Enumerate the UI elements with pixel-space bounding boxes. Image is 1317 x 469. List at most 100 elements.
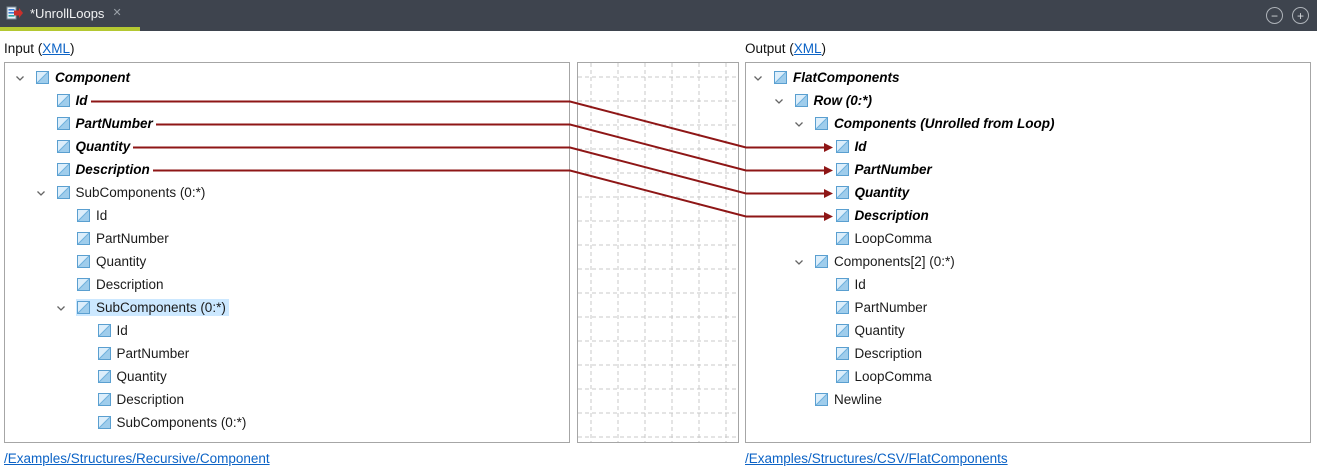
tree-node[interactable]: PartNumber — [5, 112, 569, 135]
input-xml-link[interactable]: XML — [42, 41, 71, 56]
row-content: FlatComponents — [773, 69, 903, 86]
node-label: Row (0:*) — [813, 93, 873, 108]
tree-node[interactable]: Description — [746, 204, 1310, 227]
node-label: Description — [854, 208, 929, 223]
tab-unrollloops[interactable]: *UnrollLoops ✕ — [0, 0, 140, 31]
node-label: Description — [854, 346, 923, 361]
row-content: Components[2] (0:*) — [814, 253, 958, 270]
row-content: LoopComma — [835, 368, 935, 385]
tree-node[interactable]: PartNumber — [5, 227, 569, 250]
tree-node[interactable]: Id — [746, 135, 1310, 158]
expander-spacer — [77, 392, 97, 408]
node-label: Id — [75, 93, 88, 108]
xml-element-icon — [835, 301, 849, 314]
tree-node[interactable]: LoopComma — [746, 227, 1310, 250]
expander-spacer — [815, 346, 835, 362]
expander-spacer — [815, 277, 835, 293]
input-schema-path-link[interactable]: /Examples/Structures/Recursive/Component — [4, 451, 270, 466]
tree-node[interactable]: LoopComma — [746, 365, 1310, 388]
chevron-down-icon[interactable] — [774, 93, 794, 109]
expander-spacer — [815, 185, 835, 201]
node-label: Id — [854, 277, 866, 292]
node-label: FlatComponents — [793, 70, 900, 85]
tree-node[interactable]: SubComponents (0:*) — [5, 296, 569, 319]
xml-element-icon — [97, 347, 111, 360]
row-content: Newline — [814, 391, 885, 408]
tree-node[interactable]: Quantity — [5, 250, 569, 273]
node-label: Id — [854, 139, 867, 154]
tree-node[interactable]: Id — [746, 273, 1310, 296]
tree-node[interactable]: Description — [746, 342, 1310, 365]
tree-node[interactable]: Description — [5, 158, 569, 181]
tree-node[interactable]: Id — [5, 89, 569, 112]
output-schema-path-link[interactable]: /Examples/Structures/CSV/FlatComponents — [745, 451, 1008, 466]
node-label: Description — [96, 277, 164, 292]
row-content: Description — [835, 207, 932, 224]
tree-node[interactable]: Quantity — [746, 181, 1310, 204]
tree-node[interactable]: Quantity — [746, 319, 1310, 342]
output-header-close-paren: ) — [821, 41, 827, 56]
chevron-down-icon[interactable] — [56, 300, 76, 316]
tree-node[interactable]: SubComponents (0:*) — [5, 181, 569, 204]
expander-spacer — [815, 369, 835, 385]
row-content: Quantity — [97, 368, 170, 385]
row-content: Id — [97, 322, 131, 339]
xml-element-icon — [835, 186, 849, 199]
zoom-in-button[interactable]: + — [1292, 7, 1309, 24]
expander-spacer — [56, 254, 76, 270]
expander-spacer — [36, 116, 56, 132]
input-schema-tree: Component Id PartNumber Quantity Description… — [4, 62, 570, 443]
tree-node[interactable]: Component — [5, 66, 569, 89]
row-content: Quantity — [835, 322, 908, 339]
zoom-out-button[interactable]: − — [1266, 7, 1283, 24]
tree-node[interactable]: Row (0:*) — [746, 89, 1310, 112]
tab-close-icon[interactable]: ✕ — [112, 7, 122, 19]
xml-element-icon — [36, 71, 49, 84]
tree-node[interactable]: Components (Unrolled from Loop) — [746, 112, 1310, 135]
node-label: SubComponents (0:*) — [96, 300, 226, 315]
output-xml-link[interactable]: XML — [793, 41, 822, 56]
expander-spacer — [815, 323, 835, 339]
expander-spacer — [77, 369, 97, 385]
xml-element-icon — [97, 416, 111, 429]
xml-element-icon — [794, 94, 808, 107]
tree-node[interactable]: PartNumber — [746, 158, 1310, 181]
chevron-down-icon[interactable] — [15, 70, 35, 86]
expander-spacer — [815, 139, 835, 155]
xml-element-icon — [835, 140, 849, 153]
chevron-down-icon[interactable] — [794, 116, 814, 132]
row-content: LoopComma — [835, 230, 935, 247]
xml-element-icon — [815, 117, 828, 130]
node-label: PartNumber — [75, 116, 153, 131]
tree-node[interactable]: FlatComponents — [746, 66, 1310, 89]
expander-spacer — [56, 231, 76, 247]
xml-element-icon — [77, 209, 90, 222]
xml-element-icon — [56, 117, 70, 130]
tree-node[interactable]: Components[2] (0:*) — [746, 250, 1310, 273]
tree-node[interactable]: Quantity — [5, 365, 569, 388]
tree-node[interactable]: PartNumber — [5, 342, 569, 365]
expander-spacer — [36, 162, 56, 178]
xml-element-icon — [835, 232, 849, 245]
tree-node[interactable]: Description — [5, 388, 569, 411]
expander-spacer — [77, 415, 97, 431]
xml-element-icon — [815, 393, 828, 406]
row-content: SubComponents (0:*) — [56, 184, 209, 201]
tree-node[interactable]: Id — [5, 319, 569, 342]
node-label: Quantity — [75, 139, 131, 154]
tree-node[interactable]: Id — [5, 204, 569, 227]
tree-node[interactable]: Newline — [746, 388, 1310, 411]
tree-node[interactable]: SubComponents (0:*) — [5, 411, 569, 434]
tree-node[interactable]: PartNumber — [746, 296, 1310, 319]
chevron-down-icon[interactable] — [794, 254, 814, 270]
tab-bar: *UnrollLoops ✕ − + — [0, 0, 1317, 31]
tree-node[interactable]: Quantity — [5, 135, 569, 158]
node-label: PartNumber — [854, 300, 928, 315]
input-header-close-paren: ) — [70, 41, 75, 56]
chevron-down-icon[interactable] — [36, 185, 56, 201]
expander-spacer — [815, 162, 835, 178]
output-schema-tree: FlatComponents Row (0:*) Components (Unrol… — [745, 62, 1311, 443]
chevron-down-icon[interactable] — [753, 70, 773, 86]
tree-node[interactable]: Description — [5, 273, 569, 296]
node-label: Description — [116, 392, 185, 407]
